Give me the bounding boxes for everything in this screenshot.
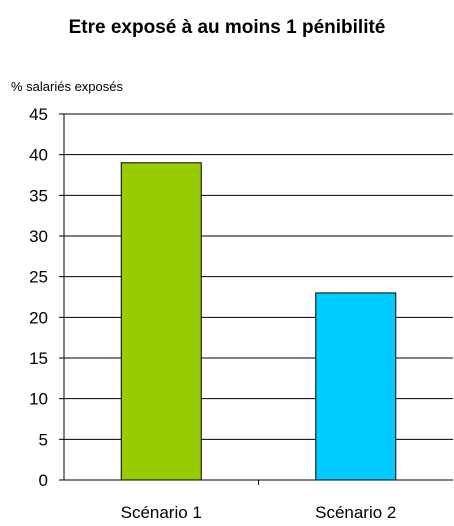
bar-1 — [120, 162, 202, 481]
y-tick-label: 20 — [29, 308, 48, 327]
y-tick-label: 15 — [29, 349, 48, 368]
y-tick-label: 10 — [29, 390, 48, 409]
x-category-label: Scénario 1 — [121, 503, 202, 522]
bars — [120, 162, 397, 481]
axis-labels: 0 5 10 15 20 25 30 35 40 45 Scénario 1 Scénario 2 — [29, 105, 396, 522]
axes — [59, 113, 453, 485]
y-tick-label: 30 — [29, 227, 48, 246]
y-tick-label: 35 — [29, 186, 48, 205]
y-tick-label: 5 — [39, 430, 48, 449]
y-axis-label: % salariés exposés — [11, 79, 123, 94]
x-category-label: Scénario 2 — [315, 503, 396, 522]
y-tick-label: 25 — [29, 268, 48, 287]
y-tick-label: 45 — [29, 105, 48, 124]
y-tick-label: 0 — [39, 471, 48, 490]
y-tick-label: 40 — [29, 146, 48, 165]
chart-title: Etre exposé à au moins 1 pénibilité — [68, 17, 386, 38]
bar-2 — [315, 292, 397, 481]
